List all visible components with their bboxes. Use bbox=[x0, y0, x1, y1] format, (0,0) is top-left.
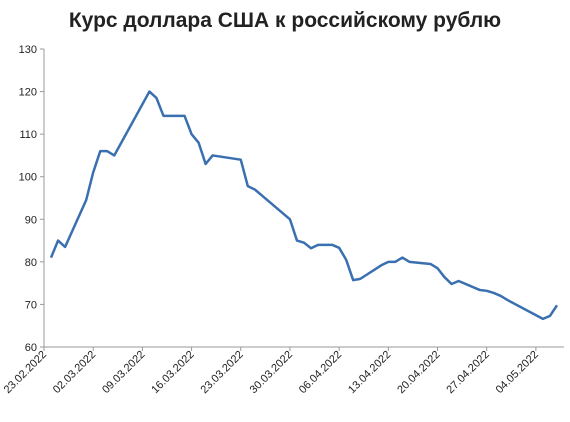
y-tick-label: 130 bbox=[19, 44, 37, 56]
y-tick-label: 90 bbox=[25, 214, 37, 226]
x-tick-label: 23.03.2022 bbox=[198, 349, 245, 396]
x-tick-label: 02.03.2022 bbox=[51, 349, 98, 396]
x-tick-label: 16.03.2022 bbox=[149, 349, 196, 396]
y-tick-label: 110 bbox=[19, 129, 37, 141]
x-tick-label: 13.04.2022 bbox=[346, 349, 393, 396]
x-tick-label: 27.04.2022 bbox=[444, 349, 491, 396]
y-tick-label: 80 bbox=[25, 257, 37, 269]
x-tick-label: 30.03.2022 bbox=[248, 349, 295, 396]
x-tick-label: 20.04.2022 bbox=[395, 349, 442, 396]
chart-title: Курс доллара США к российскому рублю bbox=[69, 9, 501, 32]
x-tick-label: 09.03.2022 bbox=[100, 349, 147, 396]
y-tick-label: 70 bbox=[25, 299, 37, 311]
y-tick-label: 100 bbox=[19, 172, 37, 184]
y-tick-label: 120 bbox=[19, 87, 37, 99]
x-tick-label: 06.04.2022 bbox=[297, 349, 344, 396]
line bbox=[49, 90, 559, 321]
x-tick-label: 23.02.2022 bbox=[2, 349, 49, 396]
y-tick-label: 60 bbox=[25, 342, 37, 354]
x-tick-label: 04.05.2022 bbox=[494, 349, 541, 396]
